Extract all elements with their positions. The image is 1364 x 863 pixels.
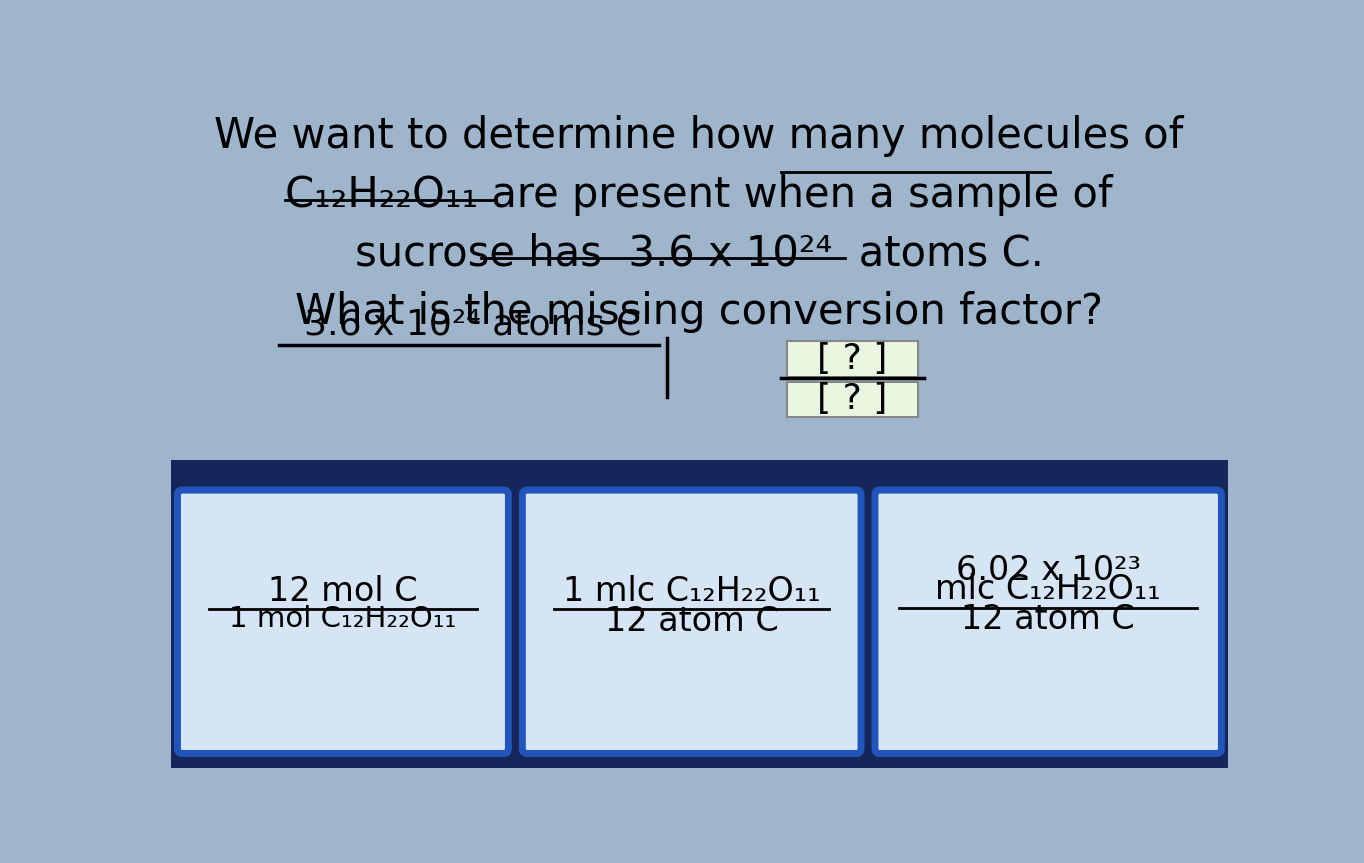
- Text: 12 atom C: 12 atom C: [604, 605, 779, 638]
- Bar: [170, 476, 1228, 768]
- Text: We want to determine how many molecules of: We want to determine how many molecules …: [214, 115, 1184, 157]
- Text: C₁₂H₂₂O₁₁ are present when a sample of: C₁₂H₂₂O₁₁ are present when a sample of: [285, 173, 1113, 216]
- Text: What is the missing conversion factor?: What is the missing conversion factor?: [295, 291, 1103, 332]
- Text: mlc C₁₂H₂₂O₁₁: mlc C₁₂H₂₂O₁₁: [936, 573, 1161, 607]
- Text: 1 mol C₁₂H₂₂O₁₁: 1 mol C₁₂H₂₂O₁₁: [229, 605, 457, 633]
- FancyBboxPatch shape: [787, 342, 918, 377]
- FancyBboxPatch shape: [522, 490, 861, 753]
- Bar: [170, 460, 1228, 479]
- FancyBboxPatch shape: [787, 381, 918, 417]
- Text: 1 mlc C₁₂H₂₂O₁₁: 1 mlc C₁₂H₂₂O₁₁: [563, 575, 820, 608]
- FancyBboxPatch shape: [177, 490, 509, 753]
- Text: 12 mol C: 12 mol C: [269, 575, 417, 608]
- Text: sucrose has  3.6 x 10²⁴  atoms C.: sucrose has 3.6 x 10²⁴ atoms C.: [355, 232, 1043, 274]
- Text: [ ? ]: [ ? ]: [817, 343, 888, 376]
- FancyBboxPatch shape: [874, 490, 1221, 753]
- Bar: [170, 104, 1228, 464]
- Text: 3.6 x 10²⁴ atoms C: 3.6 x 10²⁴ atoms C: [304, 307, 641, 342]
- Text: 6.02 x 10²³: 6.02 x 10²³: [956, 554, 1140, 587]
- Text: 12 atom C: 12 atom C: [962, 603, 1135, 636]
- Text: [ ? ]: [ ? ]: [817, 382, 888, 416]
